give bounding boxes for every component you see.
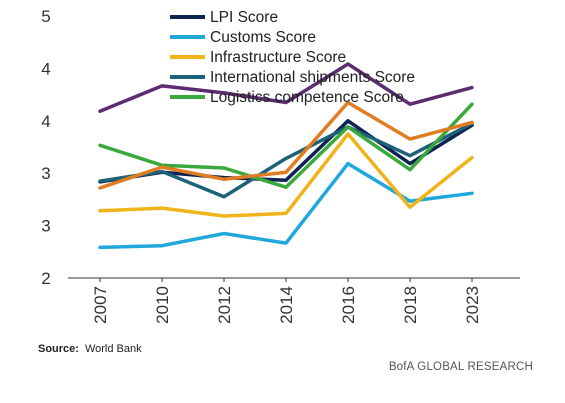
- y-tick-label: 2: [41, 269, 50, 288]
- x-tick-label: 2014: [277, 286, 296, 324]
- x-axis-labels: 2007 2010 2012 2014 2016 2018 2023: [91, 278, 482, 324]
- source-note: Source: World Bank: [38, 343, 142, 355]
- y-tick-label: 3: [41, 217, 50, 236]
- series-line-1: [98, 161, 474, 250]
- y-tick-label: 3: [41, 164, 50, 183]
- source-label: Source:: [38, 343, 79, 355]
- legend: LPI Score Customs Score Infrastructure Sco…: [170, 9, 415, 106]
- x-tick-label: 2007: [91, 286, 110, 324]
- x-tick-label: 2016: [339, 286, 358, 324]
- x-tick-label: 2023: [463, 286, 482, 324]
- y-tick-label: 4: [41, 59, 50, 78]
- legend-label: Logistics competence Score: [210, 89, 404, 106]
- series-line-4: [98, 102, 474, 189]
- y-axis-labels: 5 4 4 3 3 2: [41, 7, 50, 288]
- legend-label: Infrastructure Score: [210, 49, 346, 66]
- series-line-3: [98, 121, 474, 199]
- source-text: World Bank: [84, 343, 142, 355]
- x-tick-label: 2012: [215, 286, 234, 324]
- y-tick-label: 4: [41, 112, 50, 131]
- series-line-5: [98, 62, 474, 113]
- y-tick-label: 5: [41, 7, 50, 26]
- legend-label: LPI Score: [210, 9, 278, 26]
- legend-label: International shipments Score: [210, 69, 415, 86]
- series-lines: [98, 62, 474, 250]
- series-line-2: [98, 132, 474, 218]
- x-tick-label: 2010: [153, 286, 172, 324]
- x-tick-label: 2018: [401, 286, 420, 324]
- legend-label: Customs Score: [210, 29, 316, 46]
- series-line-6: [98, 100, 474, 190]
- brand-label: BofA GLOBAL RESEARCH: [388, 361, 533, 373]
